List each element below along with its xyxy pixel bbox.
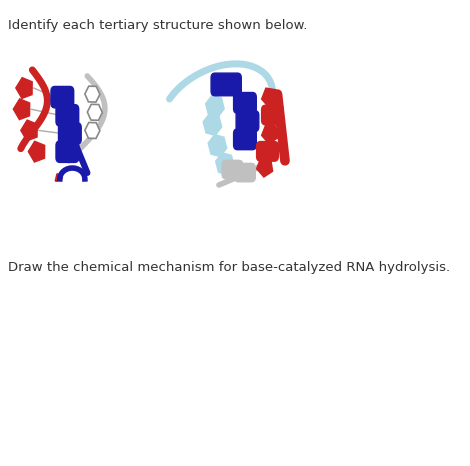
FancyBboxPatch shape — [58, 123, 81, 144]
FancyBboxPatch shape — [222, 160, 243, 179]
FancyBboxPatch shape — [51, 87, 74, 108]
FancyBboxPatch shape — [257, 142, 278, 161]
FancyBboxPatch shape — [234, 93, 256, 113]
Text: Identify each tertiary structure shown below.: Identify each tertiary structure shown b… — [8, 19, 307, 32]
FancyBboxPatch shape — [234, 129, 256, 150]
Text: Draw the chemical mechanism for base-catalyzed RNA hydrolysis.: Draw the chemical mechanism for base-cat… — [8, 261, 450, 274]
FancyBboxPatch shape — [211, 73, 241, 96]
FancyBboxPatch shape — [262, 105, 283, 125]
FancyBboxPatch shape — [236, 111, 259, 131]
FancyBboxPatch shape — [56, 105, 78, 126]
FancyBboxPatch shape — [235, 164, 255, 182]
FancyBboxPatch shape — [56, 141, 78, 163]
